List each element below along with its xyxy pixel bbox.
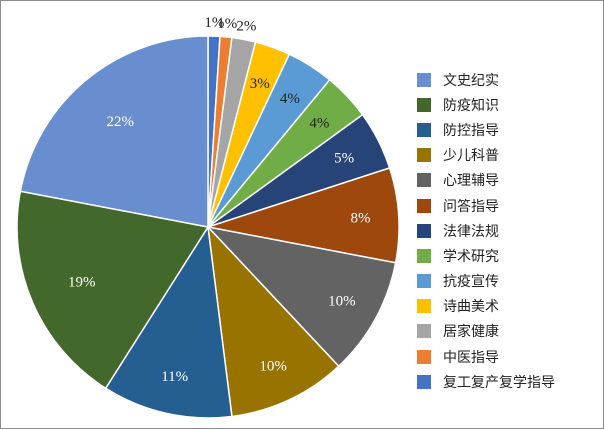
legend-label-0: 文史纪实 — [443, 72, 499, 89]
legend-label-5: 问答指导 — [443, 198, 499, 215]
slice-label-0: 1% — [204, 15, 224, 31]
legend-item-0: 文史纪实 — [417, 67, 555, 92]
pie-slice-12 — [19, 35, 209, 228]
legend-label-8: 抗疫宣传 — [443, 274, 499, 291]
pie-slice-7 — [207, 167, 400, 264]
legend-label-4: 心理辅导 — [443, 173, 499, 190]
legend-swatch-1 — [417, 97, 431, 112]
slice-label-4: 4% — [280, 91, 300, 107]
legend-swatch-8 — [417, 274, 431, 289]
legend-swatch-4 — [417, 173, 431, 188]
legend-label-11: 中医指导 — [443, 349, 499, 366]
legend-swatch-2 — [417, 122, 431, 137]
pie-slice-10 — [104, 224, 233, 419]
legend-label-10: 居家健康 — [443, 324, 499, 341]
legend-label-3: 少儿科普 — [443, 148, 499, 165]
legend-item-7: 学术研究 — [417, 243, 555, 268]
legend-item-5: 问答指导 — [417, 193, 555, 218]
legend-label-2: 防控指导 — [443, 122, 499, 139]
legend-swatch-6 — [417, 223, 431, 238]
legend-item-9: 诗曲美术 — [417, 294, 555, 319]
legend-label-9: 诗曲美术 — [443, 299, 499, 316]
legend-item-10: 居家健康 — [417, 319, 555, 344]
legend-swatch-3 — [417, 148, 431, 163]
slice-label-8: 10% — [328, 294, 356, 310]
slice-label-11: 19% — [68, 275, 96, 291]
pie-slice-9 — [206, 224, 340, 418]
slice-label-1: 1% — [217, 16, 237, 32]
slice-label-7: 8% — [351, 210, 371, 226]
legend-label-6: 法律法规 — [443, 223, 499, 240]
legend-label-12: 复工复产复学指导 — [443, 374, 555, 391]
slice-label-10: 11% — [161, 369, 188, 385]
legend-item-3: 少儿科普 — [417, 143, 555, 168]
slice-label-9: 10% — [259, 358, 287, 374]
legend-swatch-12 — [417, 374, 431, 389]
legend-item-6: 法律法规 — [417, 218, 555, 243]
legend-swatch-9 — [417, 299, 431, 314]
legend-item-1: 防疫知识 — [417, 92, 555, 117]
legend-swatch-0 — [417, 72, 431, 87]
legend-label-7: 学术研究 — [443, 248, 499, 265]
slice-label-6: 5% — [334, 151, 354, 167]
pie-slice-8 — [205, 225, 397, 368]
legend-swatch-11 — [417, 349, 431, 364]
legend-item-8: 抗疫宣传 — [417, 269, 555, 294]
legend-swatch-10 — [417, 324, 431, 339]
legend-item-4: 心理辅导 — [417, 168, 555, 193]
slice-label-3: 3% — [250, 76, 270, 92]
legend: 文史纪实防疫知识防控指导少儿科普心理辅导问答指导法律法规学术研究抗疫宣传诗曲美术… — [417, 67, 555, 394]
legend-swatch-5 — [417, 198, 431, 213]
pie-slice-11 — [16, 190, 210, 390]
slice-label-2: 2% — [236, 19, 256, 35]
slice-label-5: 4% — [309, 115, 329, 131]
legend-item-12: 复工复产复学指导 — [417, 369, 555, 394]
legend-swatch-7 — [417, 248, 431, 263]
legend-item-11: 中医指导 — [417, 344, 555, 369]
legend-label-1: 防疫知识 — [443, 97, 499, 114]
slice-label-12: 22% — [107, 114, 135, 130]
legend-item-2: 防控指导 — [417, 117, 555, 142]
